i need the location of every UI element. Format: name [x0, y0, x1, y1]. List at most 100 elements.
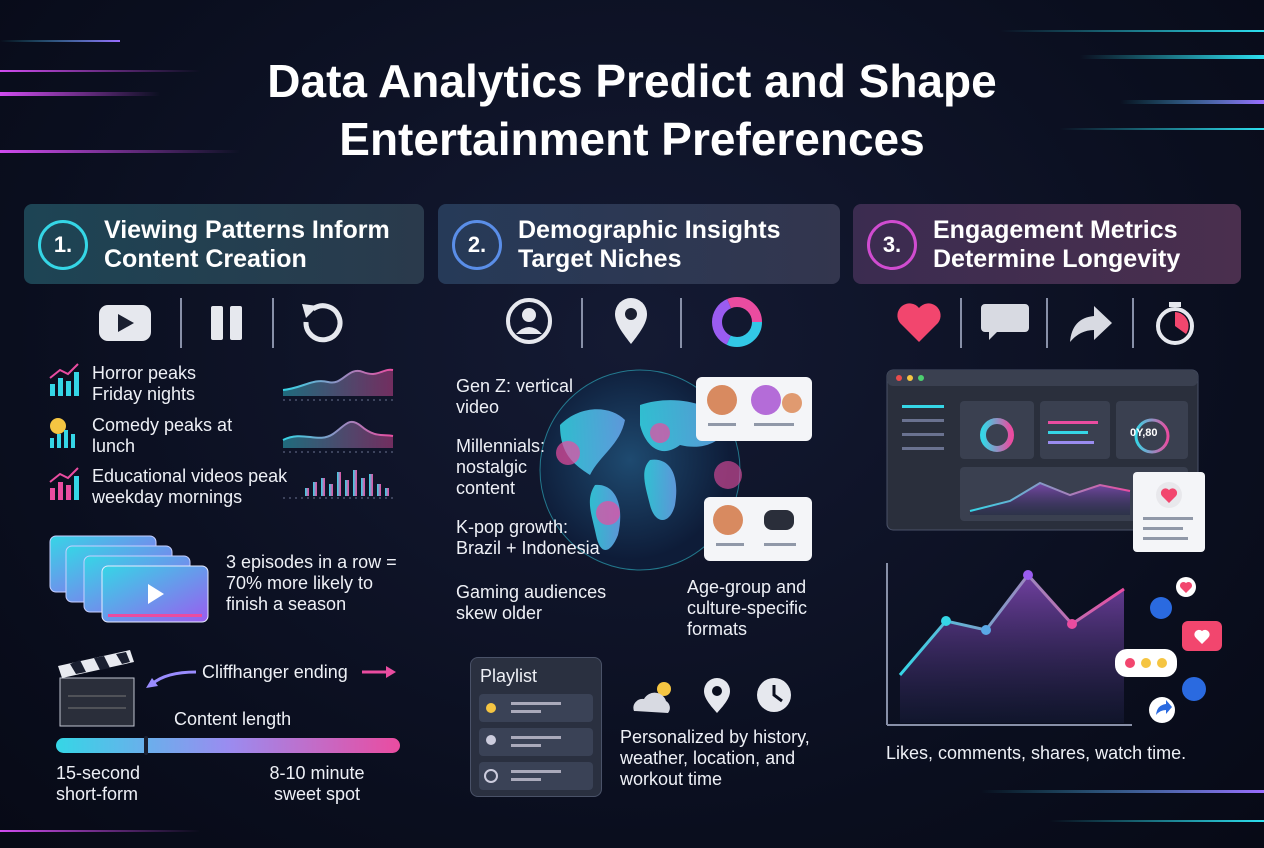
decor-polygon — [94, 656, 110, 670]
decor-circle — [1125, 658, 1135, 668]
demographic-text: Millennials: nostalgic content — [456, 436, 546, 498]
decor-circle — [625, 308, 637, 320]
decor-rect — [511, 770, 561, 773]
decor-rect — [1040, 401, 1110, 459]
decor-circle — [1182, 677, 1206, 701]
decor-rect — [1000, 30, 1264, 32]
decor-rect — [58, 378, 63, 396]
decor-path — [282, 368, 394, 391]
decor-rect — [1120, 100, 1264, 104]
decor-rect — [385, 488, 389, 496]
decor-polygon — [118, 314, 134, 332]
decor-rect — [479, 728, 593, 756]
decor-rect — [230, 306, 242, 340]
decor-rect — [1169, 302, 1181, 307]
decor-rect — [0, 40, 120, 42]
decor-rect — [479, 762, 593, 790]
decor-circle — [918, 375, 924, 381]
decor-path — [900, 575, 1124, 723]
decor-path — [644, 459, 677, 520]
section-heading: Engagement Metrics Determine Longevity — [933, 216, 1181, 273]
decor-path — [1175, 312, 1189, 334]
decor-rect — [708, 423, 736, 426]
title-line: Entertainment Preferences — [339, 113, 925, 165]
decor-rect — [66, 485, 71, 500]
icon-rows — [99, 297, 1194, 348]
cliffhanger-text: Cliffhanger ending — [202, 662, 348, 682]
section-number: 3. — [867, 220, 917, 270]
decor-path — [283, 369, 393, 396]
decor-path — [633, 692, 670, 713]
decor-rect — [479, 694, 593, 722]
decor-rect — [369, 474, 373, 496]
decor-rect — [980, 790, 1264, 793]
decor-circle — [751, 385, 781, 415]
section-header: 2. Demographic Insights Target Niches — [438, 204, 840, 284]
decor-rect — [345, 480, 349, 496]
decor-circle — [712, 297, 762, 347]
section-heading: Viewing Patterns Inform Content Creation — [104, 216, 390, 273]
decor-polygon — [148, 584, 164, 604]
decor-circle — [712, 686, 722, 696]
demographic-text: K-pop growth: Brazil + Indonesia — [456, 517, 600, 558]
decor-circle — [50, 418, 66, 434]
length-max: 8-10 minute sweet spot — [269, 763, 365, 804]
decor-rect — [511, 778, 541, 781]
decor-rect — [50, 384, 55, 396]
pattern-text: Horror peaks Friday nights — [92, 363, 197, 404]
decor-rect — [66, 381, 71, 396]
decor-path — [970, 483, 1130, 515]
decor-rect — [1133, 472, 1205, 552]
playlist-panel: Playlist — [470, 657, 602, 797]
decor-circle — [506, 298, 552, 344]
decor-rect — [50, 438, 54, 448]
decor-rect — [764, 543, 796, 546]
decor-circle — [941, 616, 951, 626]
decor-circle — [707, 385, 737, 415]
gauge-label: 0Y,80 — [1130, 427, 1158, 439]
length-min: 15-second short-form — [56, 763, 141, 804]
decor-rect — [305, 488, 309, 496]
cliffhanger-graphic — [58, 650, 396, 727]
decor-path — [897, 303, 941, 342]
decor-rect — [511, 710, 541, 713]
demographic-text: Gaming audiences skew older — [456, 582, 607, 623]
decor-path — [1070, 306, 1112, 342]
decor-circle — [657, 682, 671, 696]
section-heading: Demographic Insights Target Niches — [518, 216, 781, 273]
decor-rect — [1048, 441, 1094, 444]
decor-circle — [782, 393, 802, 413]
length-label: Content length — [174, 709, 292, 729]
decor-circle — [980, 418, 1014, 452]
decor-rect — [1048, 431, 1088, 434]
decor-rect — [321, 478, 325, 496]
decor-circle — [556, 441, 580, 465]
decor-circle — [484, 769, 498, 783]
section-header: 1. Viewing Patterns Inform Content Creat… — [24, 204, 424, 284]
decor-circle — [1134, 418, 1170, 454]
decor-rect — [64, 430, 68, 448]
pattern-text: Educational videos peak weekday mornings — [92, 466, 288, 507]
decor-path — [615, 298, 647, 344]
decor-rect — [329, 484, 333, 496]
decor-rect — [764, 510, 794, 530]
decor-rect — [337, 472, 341, 496]
decor-rect — [108, 614, 202, 617]
decor-rect — [1050, 820, 1264, 822]
pattern-text: Comedy peaks at lunch — [92, 415, 233, 456]
pattern-icons — [49, 363, 79, 500]
formats-text: Age-group and culture-specific formats — [687, 577, 808, 639]
decor-rect — [1143, 537, 1188, 540]
decor-circle — [1067, 619, 1077, 629]
decor-circle — [713, 505, 743, 535]
decor-rect — [57, 434, 61, 448]
decor-rect — [74, 372, 79, 396]
decor-rect — [0, 830, 200, 832]
decor-rect — [71, 434, 75, 448]
length-bar — [56, 736, 400, 755]
decor-rect — [58, 482, 63, 500]
decor-rect — [887, 370, 1198, 386]
decor-polyline — [898, 572, 1125, 676]
playlist-rows — [479, 694, 593, 790]
decor-rect — [1143, 527, 1183, 530]
